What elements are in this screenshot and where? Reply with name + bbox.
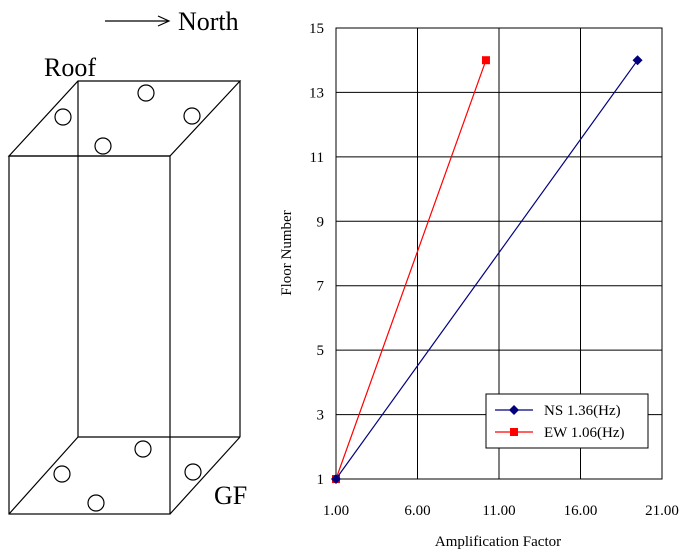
y-tick-label: 15 — [309, 21, 324, 37]
sensor-circle-icon — [134, 440, 152, 458]
data-point-marker — [481, 56, 490, 65]
sensor-circle-icon — [53, 465, 71, 483]
sensor-circle-icon — [184, 463, 202, 481]
y-tick-label: 1 — [317, 472, 325, 488]
chart-legend: NS 1.36(Hz) EW 1.06(Hz) — [485, 393, 649, 449]
sensor-circle-icon — [183, 107, 201, 125]
roof-face — [7, 80, 242, 157]
bottom-right-edge — [169, 436, 241, 515]
ground-floor-label: GF — [214, 481, 247, 510]
front-face — [8, 155, 171, 515]
y-tick-label: 3 — [317, 408, 325, 424]
north-label: North — [178, 7, 239, 36]
series-ns — [331, 55, 643, 484]
ground-sensors — [53, 440, 202, 512]
legend-items: NS 1.36(Hz) EW 1.06(Hz) — [495, 403, 625, 441]
legend-label: NS 1.36(Hz) — [544, 403, 621, 419]
legend-label: EW 1.06(Hz) — [544, 425, 625, 441]
series-layer — [331, 55, 643, 484]
y-tick-label: 7 — [317, 279, 325, 295]
legend-entry: NS 1.36(Hz) — [495, 403, 621, 419]
data-point-marker — [632, 55, 643, 66]
y-tick-label: 9 — [317, 214, 325, 230]
y-tick-label: 11 — [310, 150, 324, 166]
roof-sensors — [54, 84, 201, 155]
series-line — [335, 59, 639, 480]
legend-marker — [509, 405, 519, 415]
bottom-left-edge — [8, 436, 79, 515]
data-point-marker — [331, 474, 341, 484]
north-arrow-head — [157, 15, 171, 27]
sensor-circle-icon — [137, 84, 155, 102]
x-tick-label: 16.00 — [564, 503, 598, 519]
sensor-circle-icon — [87, 494, 105, 512]
legend-entry: EW 1.06(Hz) — [495, 425, 625, 441]
series-ew — [332, 56, 490, 483]
x-tick-label: 6.00 — [404, 503, 430, 519]
legend-box — [485, 393, 649, 449]
x-axis-label: Amplification Factor — [435, 534, 561, 550]
y-tick-label: 5 — [317, 343, 325, 359]
y-axis-label: Floor Number — [279, 210, 295, 295]
x-tick-label: 1.00 — [323, 503, 349, 519]
plot-area — [335, 27, 663, 480]
building-diagram: North Roof GF — [7, 7, 247, 515]
series-line — [335, 60, 487, 480]
roof-label: Roof — [44, 53, 96, 82]
x-tick-label: 11.00 — [482, 503, 515, 519]
legend-marker — [510, 428, 518, 436]
sensor-circle-icon — [54, 108, 72, 126]
y-tick-label: 13 — [309, 85, 324, 101]
sensor-circle-icon — [94, 137, 112, 155]
x-axis-ticks: 1.00 6.00 11.00 16.00 21.00 — [323, 503, 679, 519]
x-tick-label: 21.00 — [645, 503, 679, 519]
building-box — [7, 80, 242, 515]
